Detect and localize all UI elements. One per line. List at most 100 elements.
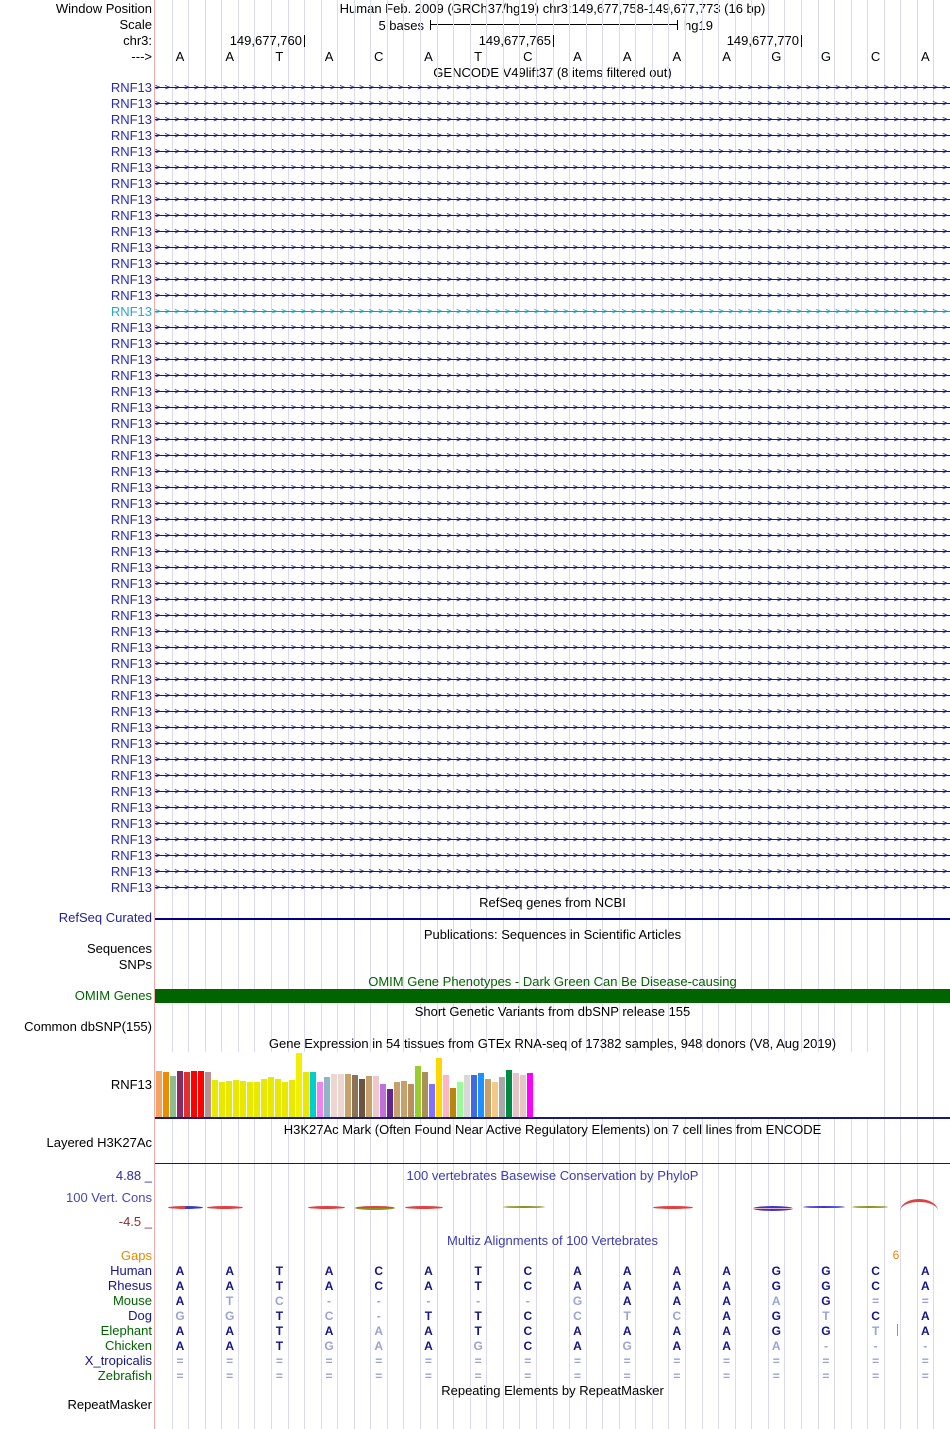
gencode-transcript-row[interactable]: >>>>>>>>>>>>>>>>>>>>>>>>>>>>>>>>>>>>>>>>… bbox=[155, 784, 950, 800]
gencode-transcript-row[interactable]: >>>>>>>>>>>>>>>>>>>>>>>>>>>>>>>>>>>>>>>>… bbox=[155, 224, 950, 240]
gencode-transcript-label[interactable]: RNF13 bbox=[110, 224, 152, 239]
gencode-transcript-label[interactable]: RNF13 bbox=[110, 272, 152, 287]
h3k27ac-line[interactable] bbox=[155, 1163, 950, 1164]
gencode-transcript-row[interactable]: >>>>>>>>>>>>>>>>>>>>>>>>>>>>>>>>>>>>>>>>… bbox=[155, 288, 950, 304]
gtex-bar[interactable] bbox=[233, 1080, 239, 1117]
label-repeatmasker[interactable]: RepeatMasker bbox=[67, 1397, 152, 1412]
gencode-transcript-row[interactable]: >>>>>>>>>>>>>>>>>>>>>>>>>>>>>>>>>>>>>>>>… bbox=[155, 848, 950, 864]
gencode-transcript-row[interactable]: >>>>>>>>>>>>>>>>>>>>>>>>>>>>>>>>>>>>>>>>… bbox=[155, 400, 950, 416]
gtex-bar[interactable] bbox=[366, 1076, 372, 1117]
gtex-bar[interactable] bbox=[450, 1088, 456, 1117]
gencode-transcript-label[interactable]: RNF13 bbox=[110, 304, 152, 319]
refseq-curated-line[interactable] bbox=[155, 918, 950, 920]
gtex-bar[interactable] bbox=[170, 1076, 176, 1117]
gtex-bar[interactable] bbox=[401, 1081, 407, 1117]
gencode-transcript-row[interactable]: >>>>>>>>>>>>>>>>>>>>>>>>>>>>>>>>>>>>>>>>… bbox=[155, 208, 950, 224]
gencode-transcript-label[interactable]: RNF13 bbox=[110, 336, 152, 351]
gtex-bar[interactable] bbox=[240, 1081, 246, 1117]
gtex-bar[interactable] bbox=[380, 1084, 386, 1117]
gencode-transcript-label[interactable]: RNF13 bbox=[110, 640, 152, 655]
gtex-bar[interactable] bbox=[478, 1073, 484, 1117]
gtex-bar[interactable] bbox=[373, 1076, 379, 1117]
gtex-bar[interactable] bbox=[296, 1053, 302, 1117]
gencode-transcript-label[interactable]: RNF13 bbox=[110, 688, 152, 703]
gencode-transcript-label[interactable]: RNF13 bbox=[110, 784, 152, 799]
gtex-bar[interactable] bbox=[212, 1080, 218, 1117]
gencode-transcript-row[interactable]: >>>>>>>>>>>>>>>>>>>>>>>>>>>>>>>>>>>>>>>>… bbox=[155, 624, 950, 640]
gtex-bar[interactable] bbox=[226, 1081, 232, 1117]
gencode-transcript-label[interactable]: RNF13 bbox=[110, 368, 152, 383]
gencode-transcript-label[interactable]: RNF13 bbox=[110, 256, 152, 271]
label-omim-genes[interactable]: OMIM Genes bbox=[74, 988, 152, 1003]
gtex-bar[interactable] bbox=[317, 1082, 323, 1117]
gencode-transcript-label[interactable]: RNF13 bbox=[110, 800, 152, 815]
gtex-bar[interactable] bbox=[352, 1075, 358, 1117]
gencode-transcript-row[interactable]: >>>>>>>>>>>>>>>>>>>>>>>>>>>>>>>>>>>>>>>>… bbox=[155, 592, 950, 608]
gtex-bar[interactable] bbox=[422, 1072, 428, 1117]
gencode-transcript-row[interactable]: >>>>>>>>>>>>>>>>>>>>>>>>>>>>>>>>>>>>>>>>… bbox=[155, 480, 950, 496]
gencode-transcript-label[interactable]: RNF13 bbox=[110, 208, 152, 223]
gtex-bar[interactable] bbox=[254, 1082, 260, 1117]
gencode-transcript-label[interactable]: RNF13 bbox=[110, 96, 152, 111]
gencode-transcript-label[interactable]: RNF13 bbox=[110, 592, 152, 607]
gencode-transcript-row[interactable]: >>>>>>>>>>>>>>>>>>>>>>>>>>>>>>>>>>>>>>>>… bbox=[155, 720, 950, 736]
label-common-dbsnp[interactable]: Common dbSNP(155) bbox=[24, 1019, 152, 1034]
gencode-transcript-label[interactable]: RNF13 bbox=[110, 160, 152, 175]
gtex-bar[interactable] bbox=[198, 1071, 204, 1117]
gencode-transcript-row[interactable]: >>>>>>>>>>>>>>>>>>>>>>>>>>>>>>>>>>>>>>>>… bbox=[155, 528, 950, 544]
gencode-transcript-label[interactable]: RNF13 bbox=[110, 112, 152, 127]
gtex-bar[interactable] bbox=[394, 1082, 400, 1117]
gencode-transcript-label[interactable]: RNF13 bbox=[110, 432, 152, 447]
gencode-transcript-row[interactable]: >>>>>>>>>>>>>>>>>>>>>>>>>>>>>>>>>>>>>>>>… bbox=[155, 832, 950, 848]
gtex-bar[interactable] bbox=[282, 1082, 288, 1117]
gtex-bar[interactable] bbox=[471, 1075, 477, 1117]
gencode-transcript-row[interactable]: >>>>>>>>>>>>>>>>>>>>>>>>>>>>>>>>>>>>>>>>… bbox=[155, 640, 950, 656]
gencode-transcript-row[interactable]: >>>>>>>>>>>>>>>>>>>>>>>>>>>>>>>>>>>>>>>>… bbox=[155, 816, 950, 832]
gencode-transcript-row[interactable]: >>>>>>>>>>>>>>>>>>>>>>>>>>>>>>>>>>>>>>>>… bbox=[155, 320, 950, 336]
gencode-transcript-label[interactable]: RNF13 bbox=[110, 80, 152, 95]
gencode-transcript-label[interactable]: RNF13 bbox=[110, 704, 152, 719]
gencode-transcript-row[interactable]: >>>>>>>>>>>>>>>>>>>>>>>>>>>>>>>>>>>>>>>>… bbox=[155, 880, 950, 896]
gencode-transcript-row[interactable]: >>>>>>>>>>>>>>>>>>>>>>>>>>>>>>>>>>>>>>>>… bbox=[155, 512, 950, 528]
gtex-bar[interactable] bbox=[261, 1079, 267, 1117]
gencode-transcript-row[interactable]: >>>>>>>>>>>>>>>>>>>>>>>>>>>>>>>>>>>>>>>>… bbox=[155, 112, 950, 128]
gencode-transcript-label[interactable]: RNF13 bbox=[110, 400, 152, 415]
gencode-transcript-row[interactable]: >>>>>>>>>>>>>>>>>>>>>>>>>>>>>>>>>>>>>>>>… bbox=[155, 752, 950, 768]
gencode-transcript-label[interactable]: RNF13 bbox=[110, 768, 152, 783]
gtex-bar[interactable] bbox=[324, 1077, 330, 1117]
gencode-transcript-row[interactable]: >>>>>>>>>>>>>>>>>>>>>>>>>>>>>>>>>>>>>>>>… bbox=[155, 336, 950, 352]
gtex-bar[interactable] bbox=[289, 1080, 295, 1117]
gencode-transcript-row[interactable]: >>>>>>>>>>>>>>>>>>>>>>>>>>>>>>>>>>>>>>>>… bbox=[155, 304, 950, 320]
gencode-transcript-label[interactable]: RNF13 bbox=[110, 384, 152, 399]
gencode-transcript-label[interactable]: RNF13 bbox=[110, 720, 152, 735]
gencode-transcript-row[interactable]: >>>>>>>>>>>>>>>>>>>>>>>>>>>>>>>>>>>>>>>>… bbox=[155, 384, 950, 400]
gtex-bar[interactable] bbox=[163, 1072, 169, 1117]
gencode-transcript-row[interactable]: >>>>>>>>>>>>>>>>>>>>>>>>>>>>>>>>>>>>>>>>… bbox=[155, 96, 950, 112]
gtex-bar[interactable] bbox=[359, 1079, 365, 1117]
gencode-transcript-label[interactable]: RNF13 bbox=[110, 480, 152, 495]
gencode-transcript-row[interactable]: >>>>>>>>>>>>>>>>>>>>>>>>>>>>>>>>>>>>>>>>… bbox=[155, 688, 950, 704]
label-snps[interactable]: SNPs bbox=[118, 957, 152, 972]
gtex-bar[interactable] bbox=[492, 1082, 498, 1117]
gtex-bar[interactable] bbox=[275, 1079, 281, 1117]
gtex-bar[interactable] bbox=[499, 1077, 505, 1117]
gencode-transcript-row[interactable]: >>>>>>>>>>>>>>>>>>>>>>>>>>>>>>>>>>>>>>>>… bbox=[155, 240, 950, 256]
label-sequences[interactable]: Sequences bbox=[86, 941, 152, 956]
gtex-bar[interactable] bbox=[527, 1073, 533, 1117]
gtex-bar[interactable] bbox=[156, 1071, 162, 1117]
gencode-transcript-row[interactable]: >>>>>>>>>>>>>>>>>>>>>>>>>>>>>>>>>>>>>>>>… bbox=[155, 176, 950, 192]
gencode-transcript-label[interactable]: RNF13 bbox=[110, 560, 152, 575]
gtex-bar[interactable] bbox=[443, 1075, 449, 1117]
gtex-bar[interactable] bbox=[219, 1082, 225, 1117]
gencode-transcript-row[interactable]: >>>>>>>>>>>>>>>>>>>>>>>>>>>>>>>>>>>>>>>>… bbox=[155, 80, 950, 96]
gtex-bar[interactable] bbox=[338, 1074, 344, 1117]
gencode-transcript-label[interactable]: RNF13 bbox=[110, 832, 152, 847]
gtex-bar[interactable] bbox=[436, 1058, 442, 1117]
gencode-transcript-row[interactable]: >>>>>>>>>>>>>>>>>>>>>>>>>>>>>>>>>>>>>>>>… bbox=[155, 496, 950, 512]
gencode-transcript-label[interactable]: RNF13 bbox=[110, 448, 152, 463]
gtex-bar[interactable] bbox=[268, 1077, 274, 1117]
gencode-transcript-row[interactable]: >>>>>>>>>>>>>>>>>>>>>>>>>>>>>>>>>>>>>>>>… bbox=[155, 144, 950, 160]
gencode-transcript-label[interactable]: RNF13 bbox=[110, 528, 152, 543]
gencode-transcript-row[interactable]: >>>>>>>>>>>>>>>>>>>>>>>>>>>>>>>>>>>>>>>>… bbox=[155, 416, 950, 432]
gencode-transcript-row[interactable]: >>>>>>>>>>>>>>>>>>>>>>>>>>>>>>>>>>>>>>>>… bbox=[155, 432, 950, 448]
